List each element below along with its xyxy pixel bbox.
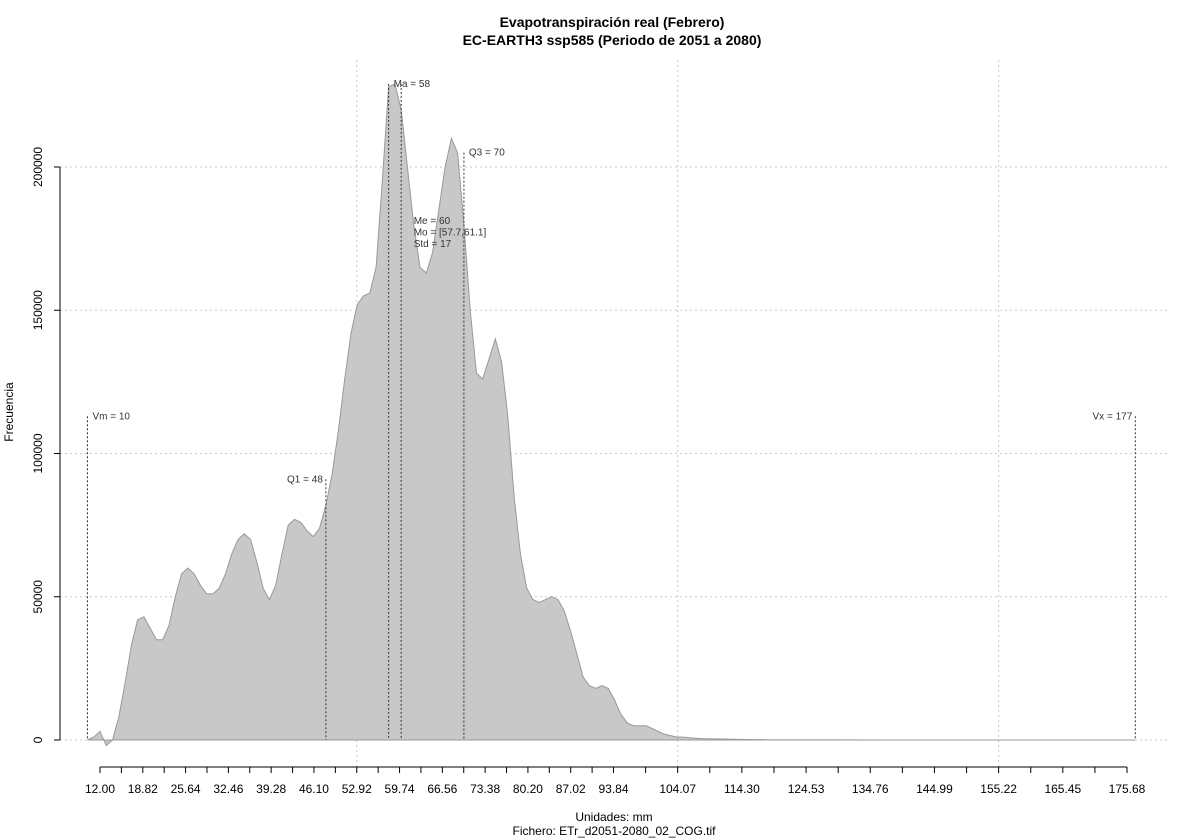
- y-tick-label: 100000: [31, 433, 45, 473]
- marker-label: Q1 = 48: [287, 474, 323, 485]
- x-tick-label: 175.68: [1109, 782, 1146, 796]
- x-axis: 12.00 18.82 25.64 32.46 39.28 46.10 52.92 59.74…: [85, 766, 1146, 796]
- x-tick-label: 155.22: [980, 782, 1017, 796]
- marker-label: Q3 = 70: [469, 148, 505, 159]
- x-tick-label: 104.07: [659, 782, 696, 796]
- chart-title: Evapotranspiración real (Febrero): [500, 14, 725, 30]
- x-tick-label: 46.10: [299, 782, 329, 796]
- density-area: [87, 83, 1136, 747]
- y-tick-label: 0: [31, 736, 45, 743]
- x-axis-label: Unidades: mm: [575, 810, 652, 824]
- chart-subtitle: EC-EARTH3 ssp585 (Periodo de 2051 a 2080…: [463, 32, 762, 48]
- stat-label: Std = 17: [414, 239, 452, 250]
- marker-label: Vx = 177: [1093, 411, 1133, 422]
- x-tick-label: 66.56: [427, 782, 457, 796]
- x-tick-label: 134.76: [852, 782, 889, 796]
- marker-label: Ma = 58: [394, 79, 431, 90]
- x-tick-label: 114.30: [724, 782, 760, 796]
- x-tick-label: 59.74: [385, 782, 415, 796]
- x-tick-label: 52.92: [342, 782, 372, 796]
- frequency-area: [87, 83, 1136, 747]
- x-tick-label: 93.84: [598, 782, 628, 796]
- y-tick-label: 150000: [31, 290, 45, 330]
- x-tick-label: 18.82: [128, 782, 158, 796]
- x-tick-label: 80.20: [513, 782, 543, 796]
- y-axis-label: Frecuencia: [2, 382, 16, 442]
- y-tick-label: 50000: [31, 580, 45, 614]
- x-tick-label: 87.02: [556, 782, 586, 796]
- x-tick-label: 25.64: [171, 782, 201, 796]
- file-caption: Fichero: ETr_d2051-2080_02_COG.tif: [513, 824, 717, 838]
- x-tick-label: 39.28: [256, 782, 286, 796]
- x-tick-label: 165.45: [1044, 782, 1081, 796]
- stat-label: Mo = [57.7,61.1]: [414, 228, 487, 239]
- stat-label: Me = 60: [414, 216, 451, 227]
- x-tick-label: 124.53: [788, 782, 825, 796]
- stat-markers: Vm = 10 Q1 = 48 Ma = 58 Q3 = 70 Vx = 177: [86, 79, 1136, 740]
- x-tick-label: 12.00: [85, 782, 115, 796]
- x-tick-label: 73.38: [470, 782, 500, 796]
- x-tick-label: 144.99: [916, 782, 953, 796]
- y-tick-label: 200000: [31, 147, 45, 187]
- y-axis: 0 50000 100000 150000 200000: [31, 147, 61, 743]
- marker-label: Vm = 10: [92, 411, 130, 422]
- x-tick-label: 32.46: [213, 782, 243, 796]
